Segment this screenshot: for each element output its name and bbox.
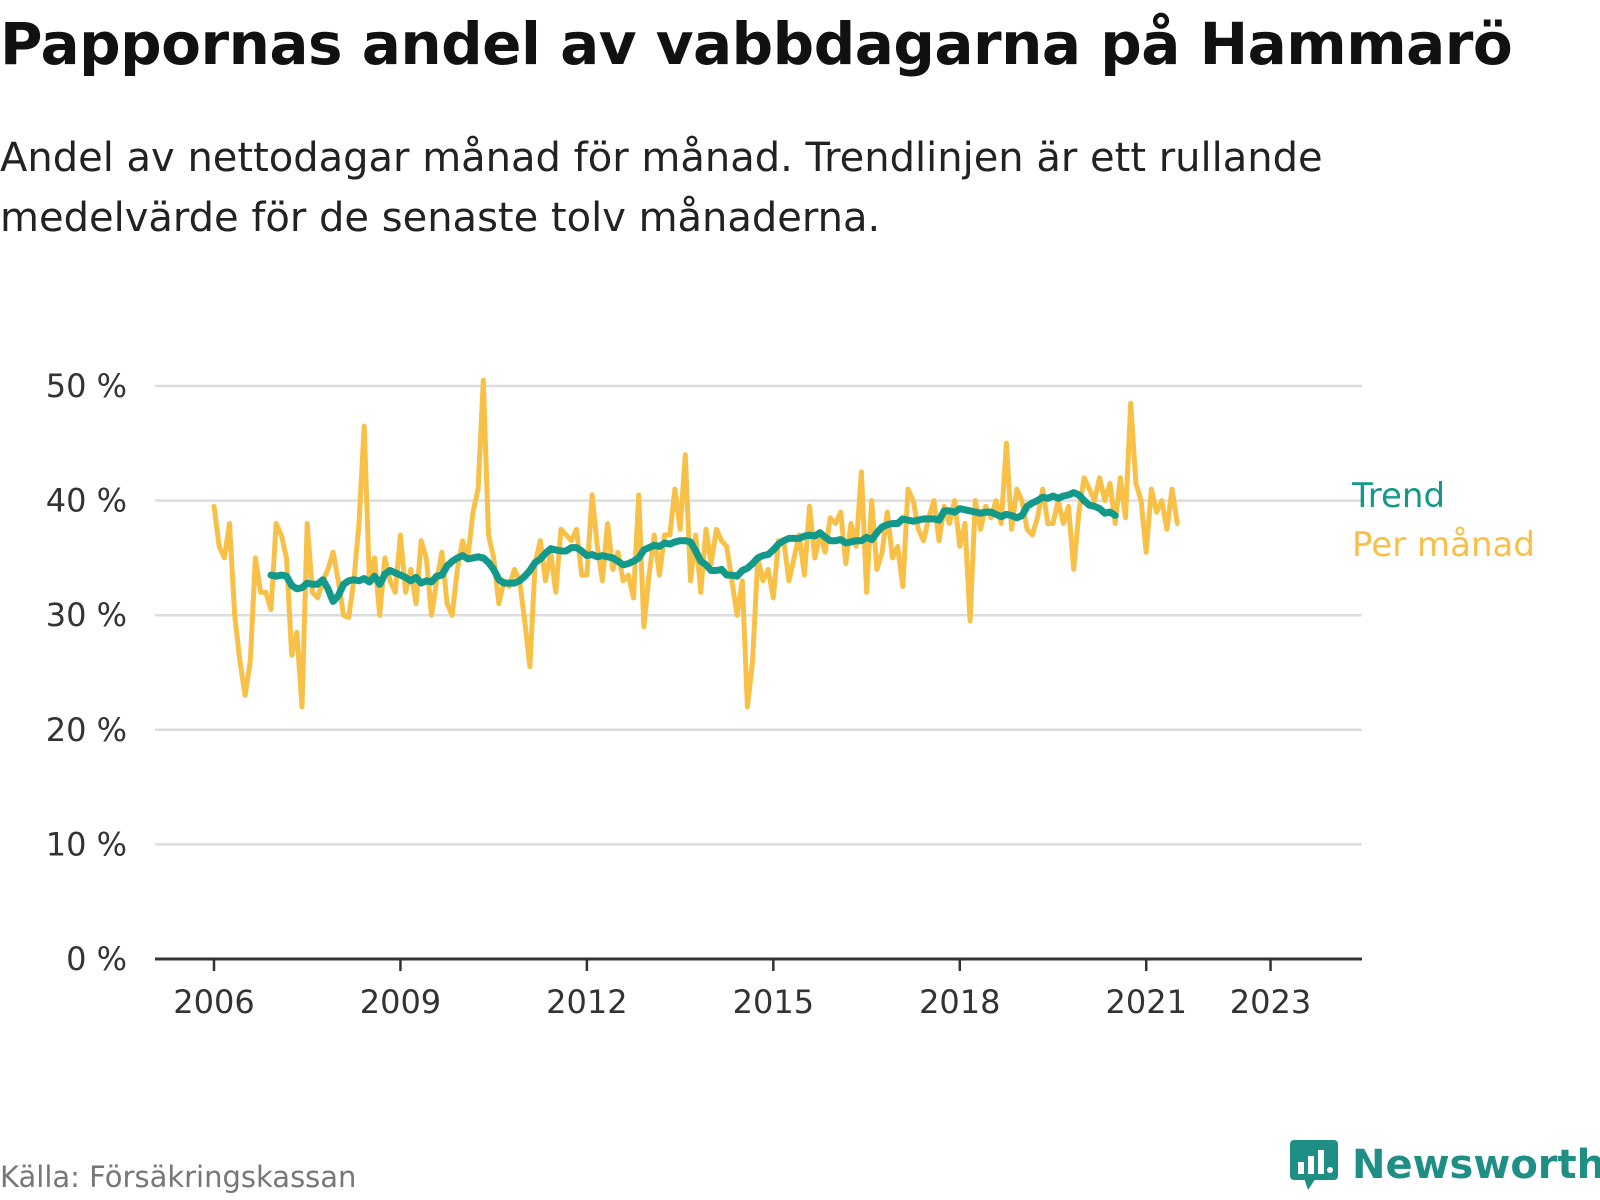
y-tick-label: 30 % [46, 596, 127, 634]
legend-trend-label: Trend [1351, 476, 1445, 516]
monthly-series-line [211, 377, 1180, 710]
legend: Trend Per månad [1351, 476, 1535, 565]
chart-title: Pappornas andel av vabbdagarna på Hammar… [0, 10, 1513, 78]
x-tick-label: 2023 [1230, 983, 1311, 1021]
source-note: Källa: Försäkringskassan [0, 1160, 357, 1194]
y-tick-label: 50 % [46, 367, 127, 405]
brand-logo: Newsworthy [1290, 1140, 1600, 1190]
x-tick-label: 2006 [173, 983, 254, 1021]
y-tick-label: 20 % [46, 711, 127, 749]
x-tick-label: 2015 [733, 983, 814, 1021]
x-tick-label: 2012 [546, 983, 627, 1021]
y-tick-label: 0 % [66, 940, 127, 978]
trend-series-line [267, 489, 1119, 605]
x-tick-label: 2018 [919, 983, 1000, 1021]
series-lines [211, 377, 1180, 710]
x-tick-label: 2009 [360, 983, 441, 1021]
y-tick-label: 40 % [46, 482, 127, 520]
x-tick-label: 2021 [1106, 983, 1187, 1021]
gridlines [155, 384, 1362, 846]
bar-chart-speech-bubble-icon [1290, 1140, 1338, 1190]
brand-name: Newsworthy [1352, 1142, 1600, 1188]
y-axis: 0 % 10 % 20 % 30 % 40 % 50 % [46, 367, 127, 978]
x-axis: 2006 2009 2012 2015 2018 2021 2023 [155, 957, 1362, 1021]
line-chart: 0 % 10 % 20 % 30 % 40 % 50 % 2006 2009 2012 2015… [46, 367, 1535, 1021]
y-tick-label: 10 % [46, 825, 127, 863]
legend-monthly-label: Per månad [1352, 525, 1535, 565]
chart-subtitle: Andel av nettodagar månad för månad. Tre… [0, 135, 1323, 241]
